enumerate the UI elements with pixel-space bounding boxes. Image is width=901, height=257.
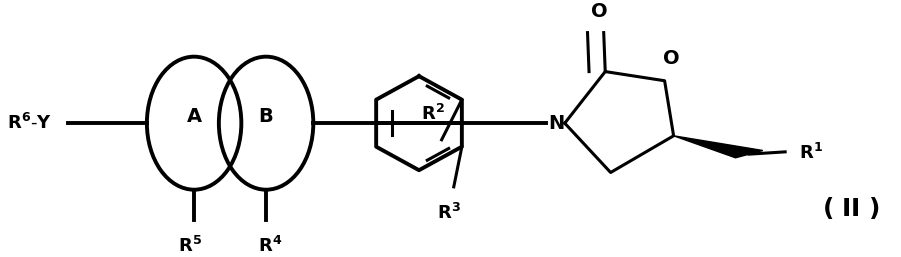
Polygon shape (674, 136, 763, 158)
Text: A: A (187, 107, 202, 126)
Text: O: O (663, 49, 680, 68)
Text: B: B (259, 107, 274, 126)
Text: N: N (549, 114, 565, 133)
Text: $\mathbf{R^6}$-$\mathbf{Y}$: $\mathbf{R^6}$-$\mathbf{Y}$ (7, 113, 52, 133)
Text: $\mathbf{R^2}$: $\mathbf{R^2}$ (421, 104, 444, 124)
Text: $\mathbf{(\ II\ )}$: $\mathbf{(\ II\ )}$ (822, 195, 879, 221)
Text: $\mathbf{R^5}$: $\mathbf{R^5}$ (177, 236, 202, 256)
Text: $\mathbf{R^3}$: $\mathbf{R^3}$ (437, 203, 461, 223)
Text: O: O (591, 2, 607, 21)
Text: $\mathbf{R^4}$: $\mathbf{R^4}$ (259, 236, 283, 256)
Text: $\mathbf{R^1}$: $\mathbf{R^1}$ (798, 143, 823, 163)
